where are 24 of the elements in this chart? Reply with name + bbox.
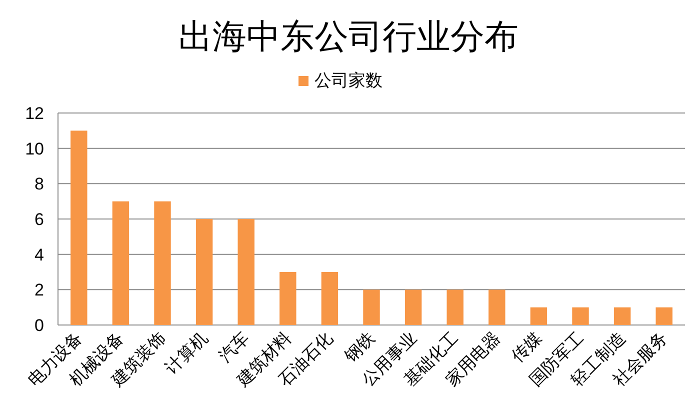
chart-title: 出海中东公司行业分布 — [178, 19, 518, 56]
bar — [321, 272, 338, 325]
y-tick-label: 10 — [25, 139, 44, 158]
legend-label: 公司家数 — [314, 71, 382, 90]
bar — [488, 290, 506, 325]
bar — [238, 219, 254, 325]
bar — [70, 130, 88, 325]
bar — [656, 307, 672, 325]
bar — [614, 307, 631, 325]
bar — [446, 290, 464, 325]
bar — [363, 290, 380, 325]
y-tick-label: 2 — [34, 280, 44, 300]
y-tick-label: 12 — [25, 104, 44, 123]
y-tick-label: 6 — [34, 210, 44, 229]
bar — [112, 201, 130, 325]
bar — [196, 219, 213, 325]
y-tick-label: 4 — [34, 245, 44, 264]
bar — [154, 201, 171, 325]
bar — [572, 307, 589, 325]
bar — [530, 307, 548, 325]
bar — [280, 272, 296, 325]
y-tick-label: 8 — [34, 174, 44, 194]
y-tick-label: 0 — [34, 316, 44, 335]
bar — [404, 290, 422, 325]
